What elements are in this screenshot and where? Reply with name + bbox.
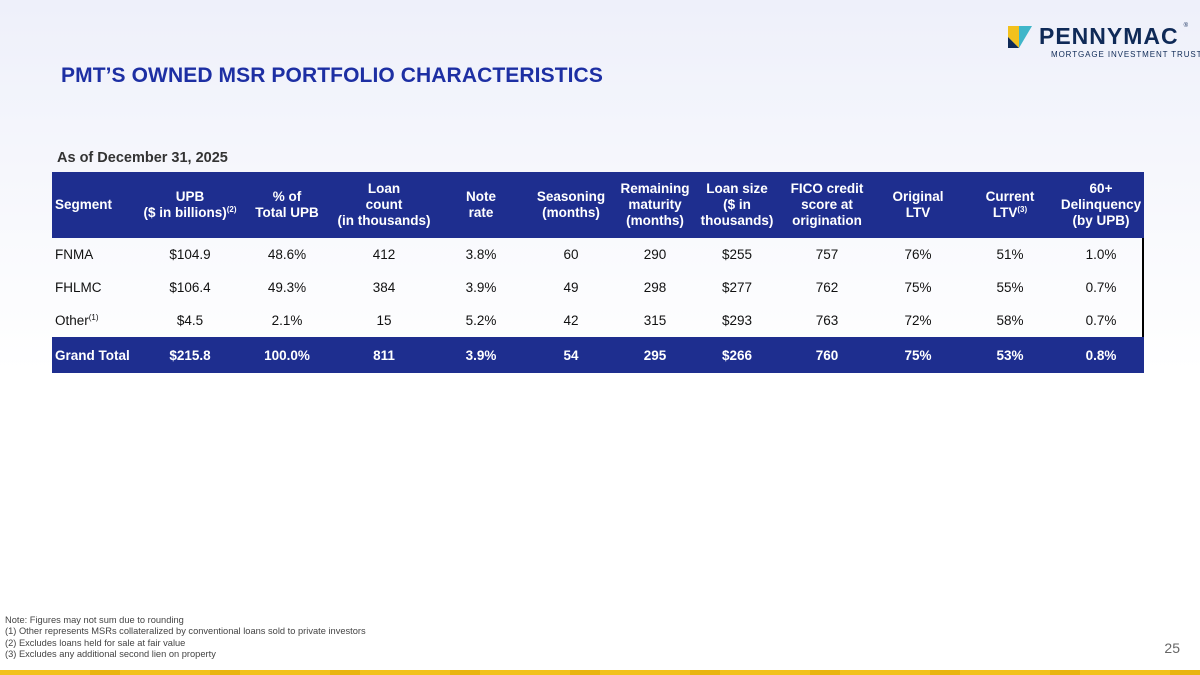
- header-loan-count: Loan count (in thousands): [337, 181, 431, 228]
- header-note-rate: Note rate: [466, 189, 496, 220]
- cell-orig-ltv: 72%: [904, 313, 932, 328]
- table-row-fhlmc: FHLMC $106.4 49.3% 384 3.9% 49 298 $277 …: [52, 271, 1144, 304]
- table-row-grand-total: Grand Total $215.8 100.0% 811 3.9% 54 29…: [52, 337, 1144, 373]
- cell-seasoning: 49: [563, 280, 579, 295]
- cell-pct: 2.1%: [271, 313, 303, 328]
- header-pct-total-upb: % of Total UPB: [255, 189, 319, 220]
- cell-loan-size: $277: [721, 280, 753, 295]
- cell-note-rate: 3.9%: [465, 347, 497, 363]
- header-loan-size: Loan size ($ in thousands): [700, 181, 774, 228]
- cell-seasoning: 60: [563, 247, 579, 262]
- cell-upb: $106.4: [169, 280, 211, 295]
- table-row-fnma: FNMA $104.9 48.6% 412 3.8% 60 290 $255 7…: [52, 238, 1144, 271]
- cell-segment: FHLMC: [55, 280, 102, 295]
- pennymac-logo-mark-icon: [1008, 26, 1032, 48]
- cell-upb: $215.8: [169, 347, 211, 363]
- cell-delinquency: 0.8%: [1085, 347, 1117, 363]
- cell-pct: 100.0%: [264, 347, 310, 363]
- cell-fico: 757: [815, 247, 839, 262]
- cell-remaining: 298: [643, 280, 667, 295]
- table-header-row: Segment UPB ($ in billions)(2) % of Total …: [52, 172, 1144, 238]
- cell-segment: FNMA: [55, 247, 94, 262]
- cell-loan-count: 412: [372, 247, 396, 262]
- cell-pct: 49.3%: [267, 280, 307, 295]
- cell-delinquency: 1.0%: [1085, 247, 1117, 262]
- cell-curr-ltv: 51%: [996, 247, 1024, 262]
- footnote: Note: Figures may not sum due to roundin…: [5, 615, 184, 625]
- header-fico: FICO credit score at origination: [790, 181, 864, 228]
- cell-note-rate: 3.9%: [465, 280, 497, 295]
- header-delinquency: 60+ Delinquency (by UPB): [1060, 181, 1142, 228]
- cell-loan-size: $266: [721, 347, 753, 363]
- msr-portfolio-table: Segment UPB ($ in billions)(2) % of Total …: [52, 172, 1144, 373]
- cell-segment: Grand Total: [55, 347, 130, 363]
- cell-segment: Other(1): [55, 313, 99, 328]
- cell-delinquency: 0.7%: [1085, 313, 1117, 328]
- cell-orig-ltv: 75%: [904, 347, 932, 363]
- footnotes: Note: Figures may not sum due to roundin…: [5, 615, 366, 660]
- cell-fico: 763: [815, 313, 839, 328]
- cell-upb: $104.9: [169, 247, 211, 262]
- cell-curr-ltv: 55%: [996, 280, 1024, 295]
- page-number: 25: [1164, 640, 1180, 656]
- cell-loan-count: 384: [372, 280, 396, 295]
- cell-orig-ltv: 76%: [904, 247, 932, 262]
- cell-seasoning: 42: [563, 313, 579, 328]
- as-of-date: As of December 31, 2025: [57, 150, 228, 166]
- cell-delinquency: 0.7%: [1085, 280, 1117, 295]
- logo-registered-mark: ®: [1183, 23, 1188, 29]
- header-segment: Segment: [55, 197, 113, 212]
- cell-upb: $4.5: [176, 313, 204, 328]
- header-upb: UPB ($ in billions)(2): [143, 189, 237, 220]
- cell-seasoning: 54: [563, 347, 579, 363]
- cell-curr-ltv: 53%: [996, 347, 1024, 363]
- cell-note-rate: 5.2%: [465, 313, 497, 328]
- msr-portfolio-table-container: Segment UPB ($ in billions)(2) % of Total …: [52, 172, 1144, 373]
- cell-curr-ltv: 58%: [996, 313, 1024, 328]
- footnote: (1) Other represents MSRs collateralized…: [5, 626, 366, 637]
- footnote: (2) Excludes loans held for sale at fair…: [5, 637, 186, 648]
- cell-remaining: 290: [643, 247, 667, 262]
- cell-fico: 762: [815, 280, 839, 295]
- footnote: (3) Excludes any additional second lien …: [5, 648, 216, 659]
- cell-fico: 760: [815, 347, 839, 363]
- cell-loan-size: $255: [721, 247, 753, 262]
- header-current-ltv: Current LTV(3): [985, 189, 1035, 220]
- header-remaining-maturity: Remaining maturity (months): [620, 181, 690, 228]
- header-seasoning: Seasoning (months): [536, 189, 606, 220]
- company-logo: PENNYMAC ® MORTGAGE INVESTMENT TRUST: [1008, 22, 1200, 62]
- table-row-other: Other(1) $4.5 2.1% 15 5.2% 42 315 $293 7…: [52, 304, 1144, 337]
- header-original-ltv: Original LTV: [892, 189, 944, 220]
- cell-loan-count: 811: [373, 347, 395, 363]
- bottom-accent-bar: [0, 670, 1200, 675]
- page-title: PMT’S OWNED MSR PORTFOLIO CHARACTERISTIC…: [61, 64, 603, 87]
- cell-remaining: 295: [643, 347, 667, 363]
- logo-subtitle: MORTGAGE INVESTMENT TRUST: [1051, 50, 1200, 59]
- logo-name: PENNYMAC: [1039, 23, 1179, 49]
- cell-remaining: 315: [643, 313, 667, 328]
- cell-loan-count: 15: [376, 313, 392, 328]
- cell-loan-size: $293: [721, 313, 753, 328]
- cell-orig-ltv: 75%: [904, 280, 932, 295]
- cell-note-rate: 3.8%: [465, 247, 497, 262]
- cell-pct: 48.6%: [267, 247, 307, 262]
